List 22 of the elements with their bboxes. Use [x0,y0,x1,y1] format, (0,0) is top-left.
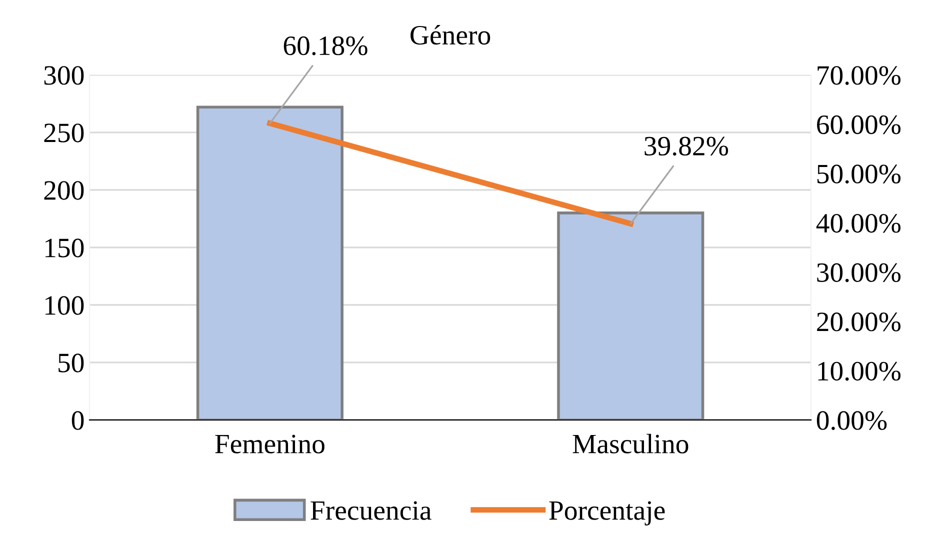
y-tick-label: 0 [72,411,84,430]
y2-tick-label: 10.00% [818,362,901,381]
y2-tick-label: 70.00% [818,66,901,85]
y2-tick-label: 40.00% [816,214,901,233]
y2-tick-label: 30.00% [817,263,901,282]
legend-label: Frecuencia [310,501,432,520]
chart-title: Género [410,25,490,45]
y2-tick-label: 0.00% [816,411,887,430]
y-tick-label: 250 [44,124,84,142]
x-tick-label: Masculino [572,434,688,454]
y2-tick-label: 20.00% [817,312,901,332]
y-tick-label: 300 [44,66,84,85]
y-tick-label: 50 [58,354,84,372]
y-tick-label: 100 [46,296,84,315]
x-tick-label: Femenino [215,434,324,454]
legend-label: Porcentaje [549,501,665,526]
data-label: 39.82% [644,136,728,156]
y2-tick-label: 60.00% [817,115,901,134]
y-tick-label: 150 [46,238,84,258]
data-label: 60.18% [284,36,368,56]
y2-tick-label: 50.00% [817,164,901,184]
y-tick-label: 200 [44,181,84,200]
